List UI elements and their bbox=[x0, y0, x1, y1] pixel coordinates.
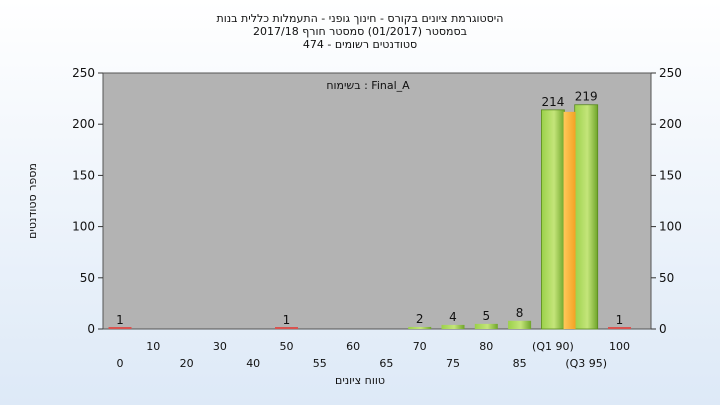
x-tick-label: 50 bbox=[280, 340, 294, 353]
y-tick-label-right: 50 bbox=[659, 271, 674, 285]
x-tick-label: (Q3 95) bbox=[565, 357, 607, 370]
chart-title-line-2: בסמסטר (01/2017) סמסטר חורף 2017/18 bbox=[253, 25, 467, 38]
bar-value-label: 219 bbox=[575, 90, 598, 104]
bars: 1 1 2 4 5 8 214 219 1 bbox=[108, 90, 631, 330]
bar-value-label: 5 bbox=[482, 309, 490, 323]
bar-value-label: 4 bbox=[449, 310, 457, 324]
x-tick-label: 0 bbox=[117, 357, 124, 370]
y-tick-label-right: 250 bbox=[659, 66, 682, 80]
y-tick-label-left: 50 bbox=[80, 271, 95, 285]
x-tick-label: 75 bbox=[446, 357, 460, 370]
histogram-bar bbox=[608, 327, 631, 329]
x-tick-label: 85 bbox=[513, 357, 527, 370]
x-tick-label: 60 bbox=[346, 340, 360, 353]
y-tick-label-right: 150 bbox=[659, 168, 682, 182]
y-tick-label-left: 200 bbox=[72, 117, 95, 131]
y-tick-label-left: 100 bbox=[72, 220, 95, 234]
y-axis-right: 0 50 100 150 200 250 bbox=[651, 66, 682, 336]
histogram-bar bbox=[474, 323, 498, 329]
x-tick-label: 40 bbox=[246, 357, 260, 370]
chart-title-line-1: היסטוגרמת ציונים בקורס - חינוך גופני - ה… bbox=[217, 12, 504, 25]
y-tick-label-right: 0 bbox=[659, 322, 667, 336]
x-axis-ticks: 0 10 20 30 40 50 55 60 65 70 75 80 85 (Q1 90) (Q3 95)1… bbox=[117, 340, 631, 370]
bar-value-label: 2 bbox=[416, 312, 424, 326]
histogram-bar bbox=[574, 104, 599, 330]
histogram-bar bbox=[408, 326, 432, 329]
x-tick-label: 20 bbox=[180, 357, 194, 370]
x-tick-label: 80 bbox=[479, 340, 493, 353]
x-tick-label: (Q1 90) bbox=[532, 340, 574, 353]
y-tick-label-left: 250 bbox=[72, 66, 95, 80]
x-tick-label: 10 bbox=[146, 340, 160, 353]
histogram-bar bbox=[108, 327, 132, 329]
y-tick-label-right: 100 bbox=[659, 220, 682, 234]
histogram-bar bbox=[441, 324, 465, 329]
bar-value-label: 214 bbox=[541, 95, 564, 109]
x-tick-label: 65 bbox=[379, 357, 393, 370]
y-axis-label: מספר סטודנטים bbox=[26, 163, 39, 239]
median-bar bbox=[563, 111, 576, 329]
bar-value-label: 1 bbox=[616, 313, 624, 327]
histogram-bar bbox=[275, 327, 298, 329]
x-tick-label: 55 bbox=[313, 357, 327, 370]
bar-value-label: 8 bbox=[516, 306, 524, 320]
histogram-bar bbox=[508, 320, 532, 329]
y-tick-label-left: 150 bbox=[72, 168, 95, 182]
histogram-bar bbox=[541, 109, 565, 330]
bar-value-label: 1 bbox=[116, 313, 124, 327]
y-tick-label-right: 200 bbox=[659, 117, 682, 131]
x-tick-label: 30 bbox=[213, 340, 227, 353]
chart-annotation: בשימוח : Final_A bbox=[326, 79, 410, 92]
y-tick-label-left: 0 bbox=[87, 322, 95, 336]
x-tick-label: 70 bbox=[413, 340, 427, 353]
x-tick-label: 100 bbox=[609, 340, 630, 353]
bar-value-label: 1 bbox=[283, 313, 291, 327]
y-axis-left: 0 50 100 150 200 250 bbox=[72, 66, 103, 336]
x-axis-label: טווח ציונים bbox=[335, 374, 385, 387]
chart-title-line-3: סטודנטים רשומים - 474 bbox=[303, 38, 417, 51]
